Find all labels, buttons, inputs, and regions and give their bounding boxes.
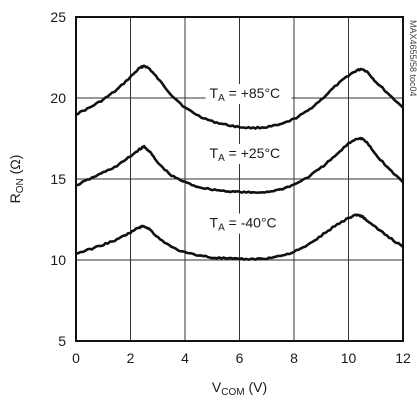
series-labels: TA = +85°C TA = +25°C TA = -40°C xyxy=(205,84,292,234)
part-number-watermark: MAX4655/58 toc04 xyxy=(408,20,417,97)
y-tick-label: 20 xyxy=(50,90,66,106)
y-tick-label: 15 xyxy=(50,171,66,187)
x-axis-label: VCOM (V) xyxy=(212,379,267,398)
x-tick-label: 4 xyxy=(181,350,189,366)
y-tick-label: 25 xyxy=(50,9,66,25)
y-tick-label: 10 xyxy=(50,252,66,268)
series-line xyxy=(75,64,404,130)
x-tick-labels: 0 2 4 6 8 10 12 xyxy=(72,350,411,366)
x-tick-label: 12 xyxy=(395,350,411,366)
series-label-bg xyxy=(205,84,292,104)
x-tick-label: 10 xyxy=(341,350,357,366)
series-label: TA = +85°C xyxy=(210,85,281,104)
y-tick-labels: 5 10 15 20 25 xyxy=(50,9,66,349)
y-tick-label: 5 xyxy=(58,333,66,349)
series-label: TA = -40°C xyxy=(210,215,277,234)
y-axis-label: RON (Ω) xyxy=(7,155,26,204)
series-label-bg xyxy=(205,213,292,234)
x-tick-label: 0 xyxy=(72,350,80,366)
series-curves xyxy=(75,64,404,262)
x-tick-label: 2 xyxy=(127,350,135,366)
plot-frame xyxy=(75,16,404,342)
x-tick-label: 8 xyxy=(290,350,298,366)
gridlines xyxy=(76,17,403,341)
series-line xyxy=(76,136,404,194)
series-line xyxy=(75,213,404,262)
series-label: TA = +25°C xyxy=(210,145,281,164)
x-tick-label: 6 xyxy=(236,350,244,366)
series-label-bg xyxy=(205,143,292,164)
